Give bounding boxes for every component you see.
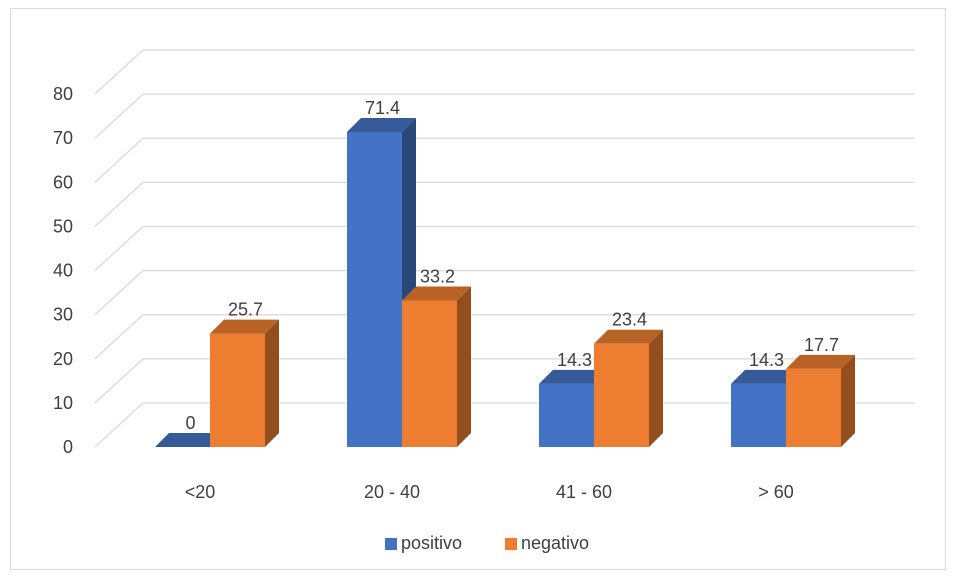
bar-negativo: [210, 319, 279, 447]
bars: [155, 117, 855, 447]
bar-front: [347, 131, 402, 447]
bar-side: [265, 319, 279, 447]
legend: positivo negativo: [385, 533, 589, 553]
gridline-wall: [94, 226, 144, 271]
data-label-positivo: 71.4: [365, 98, 400, 118]
bar-negativo: [786, 354, 855, 447]
y-tick-label: 40: [53, 261, 73, 281]
bar-front: [539, 383, 594, 447]
gridline-wall: [94, 137, 144, 183]
data-label-negativo: 23.4: [612, 310, 647, 330]
x-category-label: 20 - 40: [364, 482, 420, 502]
x-category-label: <20: [185, 482, 216, 502]
bar-top: [594, 329, 663, 344]
gridline-wall: [94, 358, 144, 404]
legend-swatch-negativo: [505, 538, 517, 550]
data-label-negativo: 25.7: [228, 300, 263, 320]
x-axis: <20 20 - 40 41 - 60 > 60: [185, 482, 794, 502]
y-tick-label: 10: [53, 393, 73, 413]
gridline-wall: [94, 402, 144, 448]
bar-side: [841, 354, 855, 447]
y-tick-label: 80: [53, 84, 73, 104]
bar-top: [731, 369, 800, 384]
chart-frame: [10, 8, 946, 570]
bar-top: [539, 369, 608, 384]
y-tick-label: 70: [53, 128, 73, 148]
bar-negativo: [402, 286, 471, 447]
bar-top: [210, 319, 279, 334]
bar-front: [210, 333, 265, 447]
bar-side: [649, 329, 663, 447]
bar-top: [155, 433, 224, 447]
y-tick-label: 30: [53, 305, 73, 325]
x-category-label: 41 - 60: [556, 482, 612, 502]
bar-positivo: [155, 433, 224, 447]
bar-front: [402, 300, 457, 447]
y-tick-label: 0: [63, 437, 73, 457]
data-label-negativo: 17.7: [804, 335, 839, 355]
data-label-positivo: 14.3: [749, 350, 784, 370]
bar-top: [347, 117, 416, 132]
data-labels: 0 25.7 71.4 33.2 14.3 23.4 14.3 17.7: [185, 98, 839, 433]
y-tick-label: 20: [53, 349, 73, 369]
bar-negativo: [594, 329, 663, 447]
bar-front: [786, 368, 841, 447]
y-tick-label: 60: [53, 172, 73, 192]
data-label-positivo: 14.3: [557, 350, 592, 370]
y-tick-label: 50: [53, 216, 73, 236]
legend-swatch-positivo: [385, 538, 397, 550]
y-axis: 0 10 20 30 40 50 60 70 80: [53, 84, 73, 457]
legend-label-negativo: negativo: [521, 533, 589, 553]
data-label-negativo: 33.2: [420, 267, 455, 287]
gridline-wall: [94, 314, 144, 360]
bar-front: [594, 343, 649, 447]
gridline-wall: [94, 181, 144, 227]
gridline-wall: [94, 93, 144, 139]
legend-label-positivo: positivo: [401, 533, 462, 553]
bar-positivo: [731, 369, 800, 447]
x-category-label: > 60: [758, 482, 794, 502]
gridline-wall: [94, 49, 144, 95]
bar-top: [786, 354, 855, 369]
data-label-positivo: 0: [185, 413, 195, 433]
bar-top: [402, 286, 471, 301]
bar-front: [731, 383, 786, 447]
gridline-wall: [94, 270, 144, 316]
bar-side: [457, 286, 471, 447]
